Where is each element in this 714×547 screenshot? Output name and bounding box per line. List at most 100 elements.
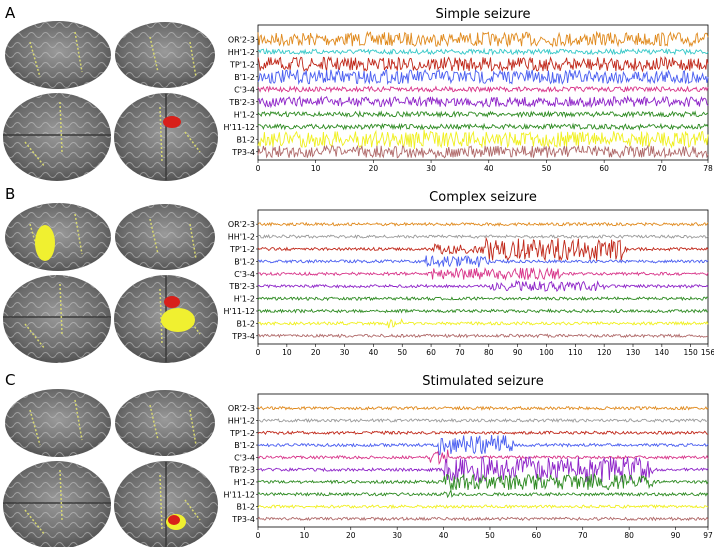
x-tick-label: 110 (568, 348, 583, 357)
x-tick-label: 30 (392, 531, 402, 540)
channel-label: H'1-2 (234, 295, 255, 304)
trace-C'3-4 (257, 85, 709, 94)
x-tick-label: 78 (703, 164, 713, 173)
x-tick-label: 40 (369, 348, 379, 357)
x-tick-label: 80 (624, 531, 634, 540)
x-tick-label: 20 (311, 348, 321, 357)
plot-frame (257, 393, 709, 528)
x-tick-label: 70 (578, 531, 588, 540)
channel-label: OR'2-3 (228, 35, 255, 44)
x-tick-label: 97 (703, 531, 713, 540)
channel-label: HH'1-2 (228, 48, 255, 57)
eeg-plot-2: OR'2-3 HH'1-2 TP'1-2 B'1-2 C'3-4 TB'2-3 H'1-2 H… (224, 209, 714, 357)
x-tick-label: 60 (532, 531, 542, 540)
trace-B'1-2 (257, 435, 709, 456)
channel-label: TB'2-3 (228, 282, 255, 291)
x-tick-label: 140 (655, 348, 670, 357)
x-tick-label: 20 (346, 531, 356, 540)
panel-c-title: Stimulated seizure (422, 374, 544, 389)
brain-group-3 (3, 389, 218, 547)
seizure-zone (163, 116, 181, 128)
channel-label: C'3-4 (234, 453, 255, 462)
channel-label: C'3-4 (234, 270, 255, 279)
trace-H'1-2 (257, 110, 709, 119)
trace-H'11-12 (257, 308, 709, 314)
x-tick-label: 0 (256, 164, 261, 173)
channel-label: H'11-12 (224, 307, 255, 316)
channel-label: B'1-2 (234, 441, 255, 450)
panel-a-letter: A (5, 4, 16, 22)
x-tick-label: 20 (369, 164, 379, 173)
channel-label: TP3-4 (231, 515, 255, 524)
x-tick-label: 120 (597, 348, 612, 357)
trace-TP'1-2 (257, 430, 709, 436)
channel-label: TB'2-3 (228, 98, 255, 107)
channel-label: TP3-4 (231, 332, 255, 341)
seizure-zone (161, 308, 195, 332)
x-tick-label: 30 (340, 348, 350, 357)
trace-H'1-2 (257, 295, 709, 302)
channel-label: H'11-12 (224, 490, 255, 499)
trace-TB'2-3 (257, 95, 709, 109)
trace-TP'1-2 (257, 56, 709, 73)
x-tick-label: 40 (484, 164, 494, 173)
channel-label: C'3-4 (234, 85, 255, 94)
x-tick-label: 0 (256, 531, 261, 540)
trace-TP3-4 (257, 144, 709, 160)
trace-OR'2-3 (257, 30, 709, 48)
trace-TP3-4 (257, 516, 709, 522)
channel-label: B'1-2 (234, 73, 255, 82)
channel-label: H'1-2 (234, 478, 255, 487)
x-tick-label: 40 (439, 531, 449, 540)
seizure-zone (35, 225, 55, 261)
trace-HH'1-2 (257, 234, 709, 240)
trace-OR'2-3 (257, 221, 709, 227)
eeg-plot-3: OR'2-3 HH'1-2 TP'1-2 B'1-2 C'3-4 TB'2-3 H'1-2 H… (224, 393, 713, 540)
x-tick-label: 90 (513, 348, 523, 357)
trace-HH'1-2 (257, 417, 709, 423)
channel-label: B1-2 (236, 319, 255, 328)
x-tick-label: 70 (657, 164, 667, 173)
panel-b-title: Complex seizure (429, 190, 537, 205)
x-tick-label: 50 (397, 348, 407, 357)
x-tick-label: 10 (300, 531, 310, 540)
trace-B1-2 (257, 317, 709, 329)
brain-group-1 (3, 21, 218, 181)
trace-HH'1-2 (257, 47, 709, 56)
channel-label: B1-2 (236, 503, 255, 512)
trace-B1-2 (257, 129, 709, 150)
panel-a-title: Simple seizure (435, 7, 531, 22)
x-tick-label: 50 (485, 531, 495, 540)
x-tick-label: 150 (684, 348, 699, 357)
trace-H'11-12 (257, 488, 709, 499)
x-tick-label: 70 (455, 348, 465, 357)
channel-label: TB'2-3 (228, 466, 255, 475)
x-tick-label: 90 (671, 531, 681, 540)
x-tick-label: 50 (542, 164, 552, 173)
trace-H'11-12 (257, 122, 709, 131)
x-tick-label: 60 (426, 348, 436, 357)
trace-TB'2-3 (257, 279, 709, 293)
trace-B1-2 (257, 503, 709, 510)
channel-label: OR'2-3 (228, 220, 255, 229)
panel-b-letter: B (5, 185, 16, 203)
trace-B'1-2 (257, 68, 709, 86)
trace-B'1-2 (257, 255, 709, 268)
channel-label: B1-2 (236, 135, 255, 144)
eeg-plot-1: OR'2-3 HH'1-2 TP'1-2 B'1-2 C'3-4 TB'2-3 H'1-2 H… (224, 24, 713, 173)
channel-label: OR'2-3 (228, 404, 255, 413)
x-tick-label: 10 (282, 348, 292, 357)
channel-label: TP3-4 (231, 148, 255, 157)
x-tick-label: 0 (256, 348, 261, 357)
channel-label: HH'1-2 (228, 416, 255, 425)
panel-c-letter: C (5, 371, 16, 389)
x-tick-label: 80 (484, 348, 494, 357)
x-tick-label: 156 (701, 348, 714, 357)
x-tick-label: 60 (599, 164, 609, 173)
brain-renderings (3, 21, 218, 547)
trace-H'1-2 (257, 472, 709, 491)
seizure-zone (164, 296, 180, 308)
trace-TP'1-2 (257, 236, 709, 262)
x-tick-label: 30 (426, 164, 436, 173)
